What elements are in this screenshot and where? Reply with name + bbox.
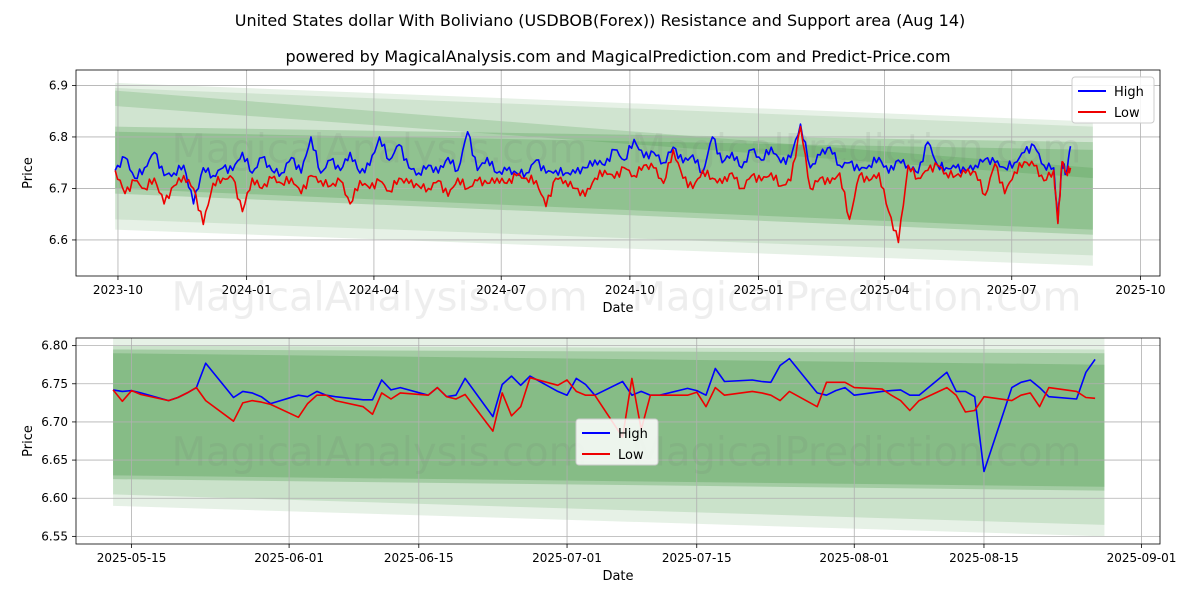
watermark-text: MagicalPrediction.com (631, 275, 1081, 321)
watermark-text: MagicalAnalysis.com (171, 275, 587, 321)
chart-title: United States dollar With Boliviano (USD… (235, 11, 966, 30)
legend-label-high: High (618, 427, 648, 442)
plot-frame (75, 337, 1161, 545)
x-axis-label: Date (602, 301, 633, 316)
x-axis-label: Date (602, 569, 633, 584)
x-tick-label: 2025-07-15 (662, 551, 732, 565)
y-tick-label: 6.60 (41, 491, 68, 505)
watermark: MagicalAnalysis.com MagicalPrediction.com (171, 429, 1081, 475)
legend: High Low (1071, 76, 1155, 124)
y-tick-label: 6.8 (49, 130, 68, 144)
x-tick-label: 2024-10 (605, 283, 655, 297)
y-tick-label: 6.80 (41, 339, 68, 353)
x-tick-label: 2025-09-01 (1107, 551, 1177, 565)
legend-box (575, 418, 659, 466)
band-layer (115, 90, 1093, 179)
top-chart-panel: 2023-10 2024-01 2024-04 2024-07 2024-10 2025-… (21, 69, 1165, 321)
x-tick-label: 2025-08-15 (949, 551, 1019, 565)
watermark-text: MagicalPrediction.com (631, 429, 1081, 475)
y-tick-label: 6.7 (49, 181, 68, 195)
legend-label-low: Low (1114, 106, 1140, 121)
y-tick-label: 6.55 (41, 529, 68, 543)
watermark-text: MagicalAnalysis.com (171, 126, 587, 172)
x-tick-label: 2025-08-01 (819, 551, 889, 565)
series-lines (114, 123, 1072, 244)
series-line-low (112, 376, 1096, 439)
x-tick-label: 2024-01 (222, 283, 272, 297)
y-axis-label: Price (21, 157, 36, 189)
bottom-chart-panel: 2025-05-15 2025-06-01 2025-06-15 2025-07-01… (21, 337, 1177, 584)
y-tick-label: 6.6 (49, 233, 68, 247)
legend-label-high: High (1114, 85, 1144, 100)
x-tick-label: 2025-10 (1115, 283, 1165, 297)
watermark-text: MagicalAnalysis.com (171, 429, 587, 475)
x-tick-label: 2025-06-01 (254, 551, 324, 565)
series-line-high (114, 123, 1072, 223)
series-lines (112, 357, 1096, 473)
band-layer (115, 131, 1093, 230)
x-tick-label: 2025-01 (734, 283, 784, 297)
legend-box (1071, 76, 1155, 124)
y-tick-label: 6.75 (41, 377, 68, 391)
x-tick-label: 2024-07 (476, 283, 526, 297)
y-axis-label: Price (21, 425, 36, 457)
x-tick-label: 2025-06-15 (384, 551, 454, 565)
x-tick-label: 2025-04 (859, 283, 909, 297)
band-layer (115, 82, 1093, 266)
x-tick-label: 2023-10 (93, 283, 143, 297)
legend: High Low (575, 418, 659, 466)
band-layer (115, 126, 1093, 235)
plot-frame (75, 69, 1161, 277)
x-tick-label: 2025-07 (987, 283, 1037, 297)
y-tick-label: 6.9 (49, 78, 68, 92)
x-tick-label: 2025-07-01 (532, 551, 602, 565)
series-line-low (114, 125, 1072, 244)
x-tick-label: 2025-05-15 (97, 551, 167, 565)
chart-subtitle: powered by MagicalAnalysis.com and Magic… (285, 47, 950, 66)
y-tick-label: 6.70 (41, 415, 68, 429)
legend-label-low: Low (618, 448, 644, 463)
x-tick-label: 2024-04 (349, 283, 399, 297)
y-tick-label: 6.65 (41, 453, 68, 467)
watermark: MagicalAnalysis.com MagicalPrediction.com (171, 126, 1081, 172)
